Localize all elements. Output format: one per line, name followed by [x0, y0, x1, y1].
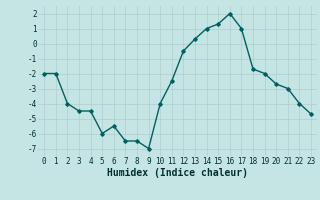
X-axis label: Humidex (Indice chaleur): Humidex (Indice chaleur) — [107, 168, 248, 178]
